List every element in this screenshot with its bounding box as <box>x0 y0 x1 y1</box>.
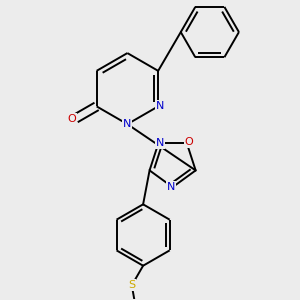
Text: N: N <box>156 101 164 111</box>
Text: S: S <box>128 280 135 290</box>
Text: N: N <box>156 138 164 148</box>
Text: N: N <box>123 119 132 129</box>
Text: O: O <box>184 137 193 147</box>
Text: N: N <box>167 182 175 192</box>
Text: O: O <box>67 113 76 124</box>
